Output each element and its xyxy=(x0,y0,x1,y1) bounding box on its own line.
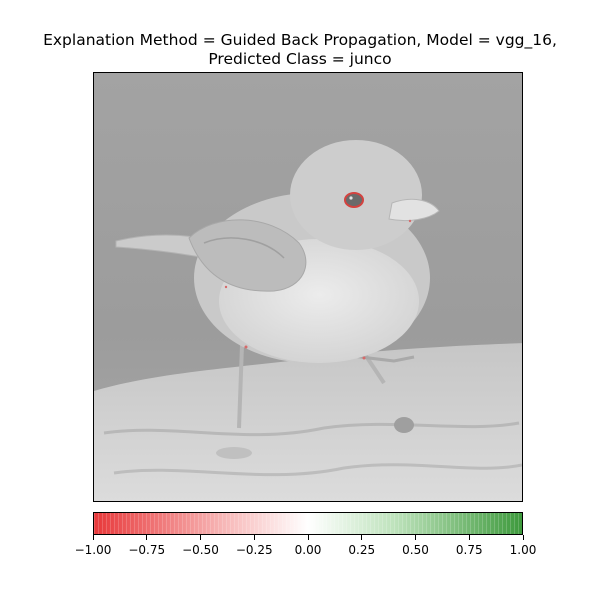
colorbar-tick: 1.00 xyxy=(493,535,553,557)
tick-label: 0.00 xyxy=(294,543,322,557)
colorbar-tick: −0.75 xyxy=(117,535,177,557)
tick-label: 0.50 xyxy=(402,543,429,557)
colorbar-tick: −1.00 xyxy=(63,535,123,557)
tick-label: 1.00 xyxy=(509,543,537,557)
title-line-2: Predicted Class = junco xyxy=(208,50,392,68)
tick-label: −0.75 xyxy=(128,543,166,557)
colorbar xyxy=(93,512,523,535)
title-line-1: Explanation Method = Guided Back Propaga… xyxy=(43,31,557,49)
colorbar-ticks: −1.00 −0.75 −0.50 −0.25 0.00 0.25 0.50 0… xyxy=(75,535,536,565)
junco-bird-image xyxy=(94,73,522,501)
colorbar-tick: 0.75 xyxy=(439,535,499,557)
colorbar-tick: −0.25 xyxy=(224,535,284,557)
tick-label: −1.00 xyxy=(74,543,112,557)
colorbar-stripes xyxy=(94,513,522,534)
figure-title: Explanation Method = Guided Back Propaga… xyxy=(0,31,600,69)
colorbar-tick: 0.00 xyxy=(278,535,338,557)
tick-label: 0.25 xyxy=(348,543,376,557)
colorbar-tick: 0.50 xyxy=(386,535,446,557)
tick-label: 0.75 xyxy=(455,543,483,557)
tick-label: −0.25 xyxy=(235,543,273,557)
tick-label: −0.50 xyxy=(182,543,219,557)
explanation-image xyxy=(93,72,523,502)
colorbar-tick: −0.50 xyxy=(171,535,231,557)
colorbar-tick: 0.25 xyxy=(332,535,392,557)
